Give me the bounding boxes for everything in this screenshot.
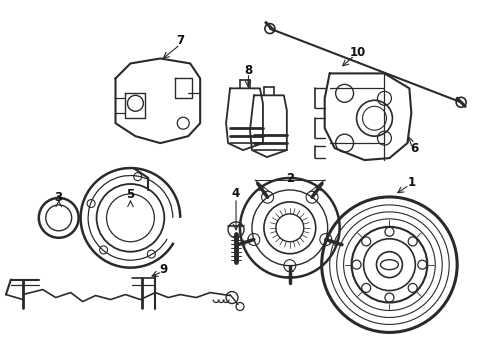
Text: 1: 1 (407, 176, 415, 189)
Text: 3: 3 (55, 192, 62, 204)
Text: 8: 8 (244, 64, 252, 77)
Text: 2: 2 (285, 171, 293, 185)
Text: 9: 9 (159, 263, 167, 276)
Text: 6: 6 (409, 141, 418, 155)
Text: 5: 5 (126, 188, 134, 202)
Text: 10: 10 (349, 46, 365, 59)
Text: 4: 4 (231, 188, 240, 201)
Text: 7: 7 (176, 34, 184, 47)
